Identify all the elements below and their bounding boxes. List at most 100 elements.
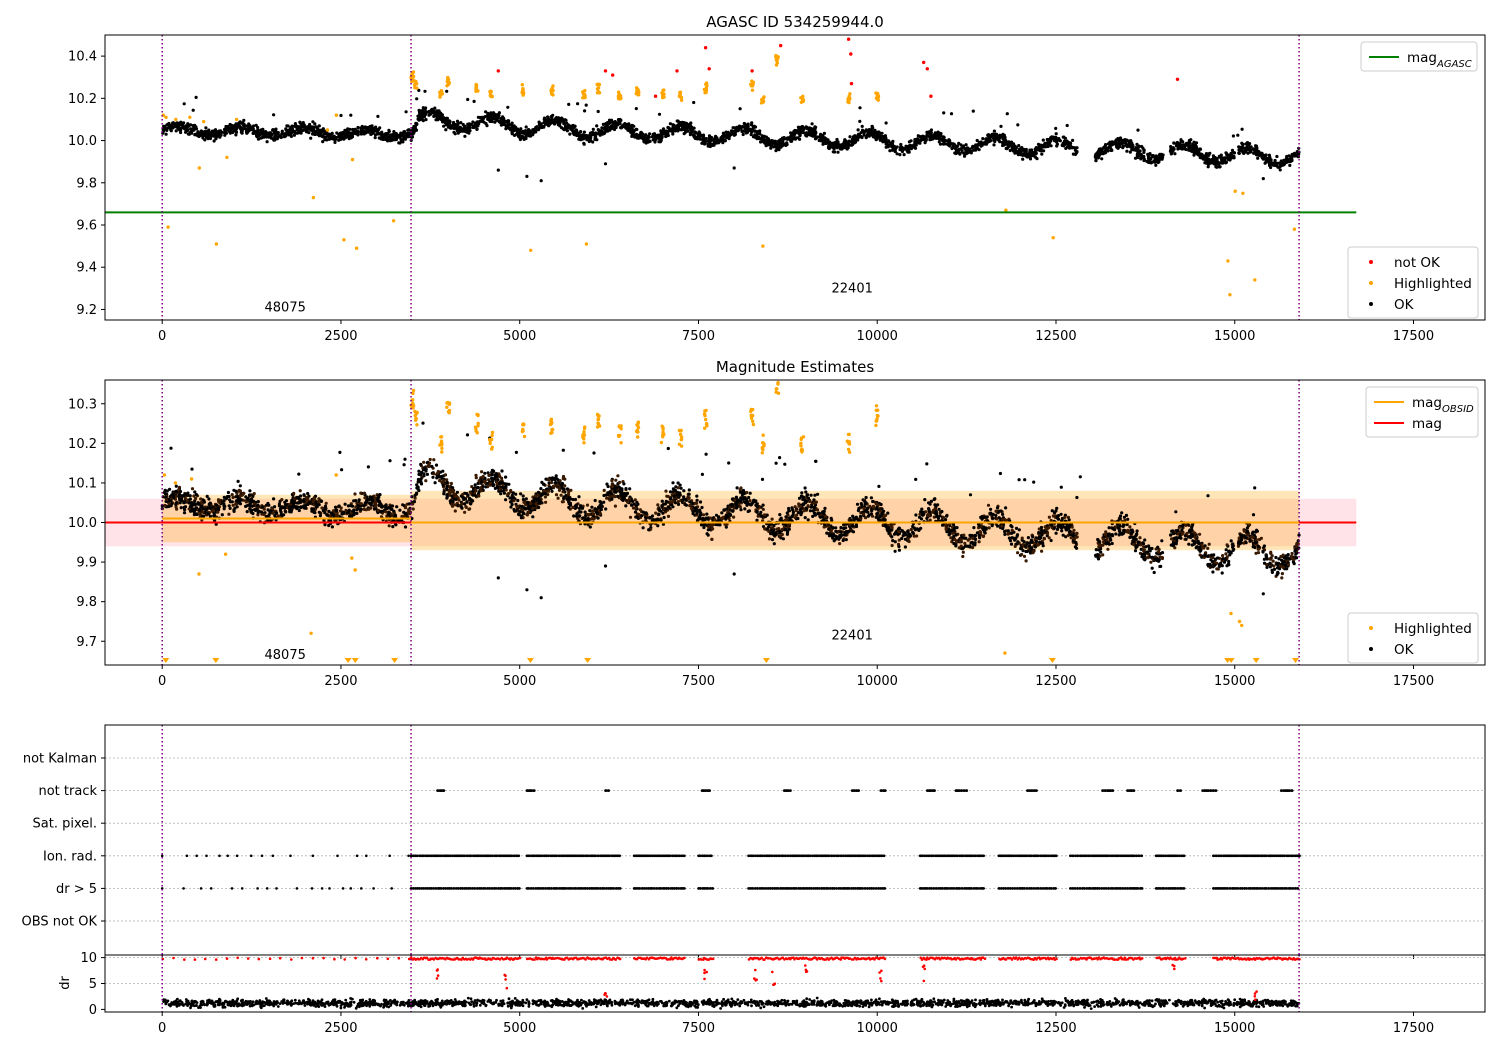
ok-data-point	[539, 122, 543, 126]
ok-data-point	[339, 113, 343, 118]
ok-data-point	[664, 489, 668, 493]
ok-data-point	[594, 135, 598, 139]
ok-data-point	[957, 141, 961, 145]
ok-data-point	[642, 139, 647, 143]
y-tick-label: 9.2	[76, 303, 97, 318]
ok-data-point	[1193, 143, 1198, 147]
ok-data-point	[1198, 147, 1202, 151]
ok-data-point	[271, 128, 275, 132]
ok-data-point	[975, 138, 979, 143]
ok-data-point	[1054, 135, 1058, 139]
ok-data-point	[821, 137, 825, 141]
ok-data-point	[490, 118, 494, 122]
ok-data-point	[584, 103, 588, 107]
ok-data-point	[803, 486, 807, 490]
ok-data-point	[860, 124, 864, 128]
ok-data-point	[692, 100, 696, 105]
ok-data-point	[524, 134, 528, 139]
ok-data-point	[569, 125, 573, 130]
highlighted-data-point	[595, 87, 600, 91]
ok-data-point	[420, 111, 424, 115]
ok-data-point	[999, 124, 1003, 128]
ok-data-point	[327, 509, 331, 513]
not-ok-data-point	[849, 81, 854, 86]
ok-data-point	[299, 122, 303, 126]
ok-data-point	[420, 116, 424, 120]
highlighted-data-point	[761, 97, 765, 101]
ok-data-point	[832, 145, 836, 149]
ok-data-point	[1218, 155, 1222, 159]
ok-data-point	[1229, 539, 1233, 543]
ok-data-point	[251, 131, 255, 135]
ok-data-point	[539, 179, 543, 183]
ok-data-point	[810, 122, 814, 126]
ok-data-point	[903, 545, 908, 549]
ok-data-point	[1157, 160, 1161, 164]
ok-data-point	[821, 134, 825, 138]
ok-data-point	[1279, 159, 1283, 163]
ok-data-point	[1036, 142, 1041, 146]
x-tick-label: 12500	[1035, 329, 1076, 344]
ok-data-point	[512, 133, 517, 137]
y-tick-label: 10.4	[68, 50, 97, 65]
ok-data-point	[293, 122, 297, 126]
ok-data-point	[521, 131, 526, 135]
highlighted-data-point	[447, 82, 451, 86]
ok-data-point	[915, 138, 919, 142]
ok-data-point	[546, 123, 551, 127]
highlighted-data-point	[476, 89, 480, 93]
ok-data-point	[730, 132, 734, 136]
ok-data-point	[338, 131, 342, 135]
ok-data-point	[321, 135, 325, 139]
highlighted-data-point	[521, 87, 525, 91]
ok-data-point	[732, 166, 736, 170]
ok-data-point	[474, 476, 478, 480]
ok-data-point	[445, 116, 449, 120]
ok-data-point	[539, 124, 543, 128]
ok-data-point	[1150, 154, 1154, 158]
ok-data-point	[1154, 163, 1158, 167]
ok-data-point	[1005, 112, 1009, 116]
ok-data-point	[893, 549, 897, 553]
ok-data-point	[1065, 145, 1069, 149]
ok-data-point	[709, 138, 713, 142]
ok-data-point	[926, 131, 930, 135]
ok-data-point	[314, 129, 318, 133]
ok-data-point	[411, 507, 415, 511]
ok-data-point	[395, 505, 399, 509]
ok-data-point	[234, 133, 238, 137]
ok-data-point	[705, 512, 709, 516]
ok-data-point	[204, 126, 208, 130]
ok-data-point	[1215, 157, 1219, 161]
ok-data-point	[861, 129, 865, 133]
ok-data-point	[323, 131, 327, 135]
ok-data-point	[341, 130, 345, 135]
ok-data-point	[500, 476, 504, 480]
ok-data-point	[1030, 151, 1034, 155]
highlighted-data-point	[750, 83, 755, 88]
ok-data-point	[504, 475, 508, 479]
ok-data-point	[890, 142, 894, 146]
ok-data-point	[1275, 154, 1279, 159]
highlighted-data-point	[750, 88, 755, 92]
ok-data-point	[240, 131, 244, 135]
ok-data-point	[850, 137, 855, 141]
ok-data-point	[845, 147, 849, 151]
ok-data-point	[605, 124, 609, 128]
ok-data-point	[194, 95, 198, 99]
ok-data-point	[902, 153, 906, 157]
ok-data-point	[647, 139, 651, 143]
ok-data-point	[644, 133, 648, 137]
ok-data-point	[782, 142, 786, 146]
ok-data-point	[501, 117, 505, 122]
ok-data-point	[836, 140, 840, 144]
ok-data-point	[1190, 146, 1194, 150]
ok-data-point	[306, 491, 310, 496]
highlighted-data-point	[550, 92, 554, 96]
ok-data-point	[459, 121, 463, 125]
ok-data-point	[809, 128, 813, 132]
ok-data-point	[468, 129, 472, 133]
ok-data-point	[571, 497, 575, 502]
ok-data-point	[343, 502, 347, 506]
ok-data-point	[1058, 139, 1062, 143]
